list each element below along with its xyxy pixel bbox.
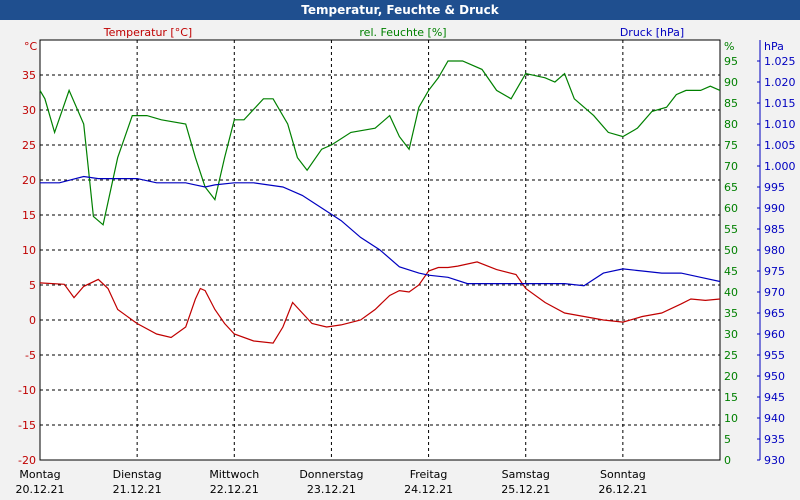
humidity-series-label: rel. Feuchte [%]: [359, 26, 446, 39]
humidity-tick-label: 35: [724, 307, 738, 320]
humidity-tick-label: 25: [724, 349, 738, 362]
temperature-tick-label: 0: [29, 314, 36, 327]
x-tick-day-label: Donnerstag: [299, 468, 363, 481]
x-tick-day-label: Mittwoch: [209, 468, 259, 481]
pressure-tick-label: 940: [764, 412, 785, 425]
x-tick-date-label: 21.12.21: [113, 483, 162, 496]
temperature-line: [39, 261, 721, 344]
humidity-line: [39, 60, 721, 226]
humidity-tick-label: 50: [724, 244, 738, 257]
x-tick-date-label: 25.12.21: [501, 483, 550, 496]
humidity-tick-label: 95: [724, 55, 738, 68]
chart-title: Temperatur, Feuchte & Druck: [0, 0, 800, 20]
weather-chart: °C % hPa Temperatur [°C] rel. Feuchte [%…: [16, 26, 796, 496]
humidity-unit-label: %: [724, 40, 734, 53]
temperature-unit-label: °C: [24, 40, 38, 53]
pressure-tick-label: 945: [764, 391, 785, 404]
temperature-tick-label: -15: [18, 419, 36, 432]
temperature-tick-label: 35: [22, 69, 36, 82]
x-tick-day-label: Freitag: [410, 468, 448, 481]
humidity-tick-label: 70: [724, 160, 738, 173]
temperature-tick-label: -5: [25, 349, 36, 362]
temperature-tick-label: -10: [18, 384, 36, 397]
humidity-tick-label: 40: [724, 286, 738, 299]
x-tick-date-label: 20.12.21: [16, 483, 65, 496]
humidity-tick-label: 30: [724, 328, 738, 341]
humidity-tick-label: 90: [724, 76, 738, 89]
humidity-tick-label: 60: [724, 202, 738, 215]
pressure-tick-label: 1.025: [764, 55, 796, 68]
humidity-tick-label: 10: [724, 412, 738, 425]
pressure-tick-label: 950: [764, 370, 785, 383]
pressure-tick-label: 935: [764, 433, 785, 446]
temperature-tick-label: 10: [22, 244, 36, 257]
x-tick-date-label: 22.12.21: [210, 483, 259, 496]
temperature-tick-label: -20: [18, 454, 36, 467]
humidity-tick-label: 15: [724, 391, 738, 404]
temperature-tick-label: 5: [29, 279, 36, 292]
humidity-tick-label: 5: [724, 433, 731, 446]
series-lines: [39, 60, 721, 344]
x-tick-date-label: 26.12.21: [598, 483, 647, 496]
humidity-tick-label: 45: [724, 265, 738, 278]
pressure-tick-label: 930: [764, 454, 785, 467]
humidity-tick-label: 55: [724, 223, 738, 236]
humidity-tick-label: 0: [724, 454, 731, 467]
temperature-series-label: Temperatur [°C]: [103, 26, 192, 39]
pressure-tick-label: 1.020: [764, 76, 796, 89]
pressure-tick-label: 1.015: [764, 97, 796, 110]
temperature-tick-label: 15: [22, 209, 36, 222]
pressure-unit-label: hPa: [764, 40, 784, 53]
pressure-tick-label: 995: [764, 181, 785, 194]
temperature-axis: -20 -15 -10 -5 0 5 10 15 20 25 30 35: [18, 69, 36, 467]
x-tick-date-label: 24.12.21: [404, 483, 453, 496]
temperature-tick-label: 20: [22, 174, 36, 187]
humidity-axis: 0 5 10 15 20 25 30 35 40 45 50 55 60 65 70 75 80 85 90 95: [724, 55, 738, 467]
pressure-line: [40, 175, 721, 287]
pressure-tick-label: 990: [764, 202, 785, 215]
pressure-axis: 930 935 940 945 950 955 960 965 970 975 980 985 990 9…: [757, 40, 796, 467]
x-tick-day-label: Montag: [19, 468, 60, 481]
pressure-tick-label: 965: [764, 307, 785, 320]
x-tick-day-label: Sonntag: [600, 468, 646, 481]
pressure-tick-label: 980: [764, 244, 785, 257]
temperature-tick-label: 30: [22, 104, 36, 117]
pressure-tick-label: 960: [764, 328, 785, 341]
pressure-series-label: Druck [hPa]: [620, 26, 684, 39]
pressure-tick-label: 1.000: [764, 160, 796, 173]
x-tick-day-label: Dienstag: [113, 468, 162, 481]
temperature-tick-label: 25: [22, 139, 36, 152]
humidity-tick-label: 75: [724, 139, 738, 152]
pressure-tick-label: 970: [764, 286, 785, 299]
x-tick-date-label: 23.12.21: [307, 483, 356, 496]
humidity-tick-label: 80: [724, 118, 738, 131]
humidity-tick-label: 65: [724, 181, 738, 194]
pressure-tick-label: 955: [764, 349, 785, 362]
pressure-tick-label: 1.005: [764, 139, 796, 152]
humidity-tick-label: 20: [724, 370, 738, 383]
pressure-tick-label: 975: [764, 265, 785, 278]
humidity-tick-label: 85: [724, 97, 738, 110]
pressure-tick-label: 985: [764, 223, 785, 236]
x-tick-day-label: Samstag: [502, 468, 550, 481]
pressure-tick-label: 1.010: [764, 118, 796, 131]
x-axis: Montag 20.12.21 Dienstag 21.12.21 Mittwoch 22…: [16, 468, 648, 496]
